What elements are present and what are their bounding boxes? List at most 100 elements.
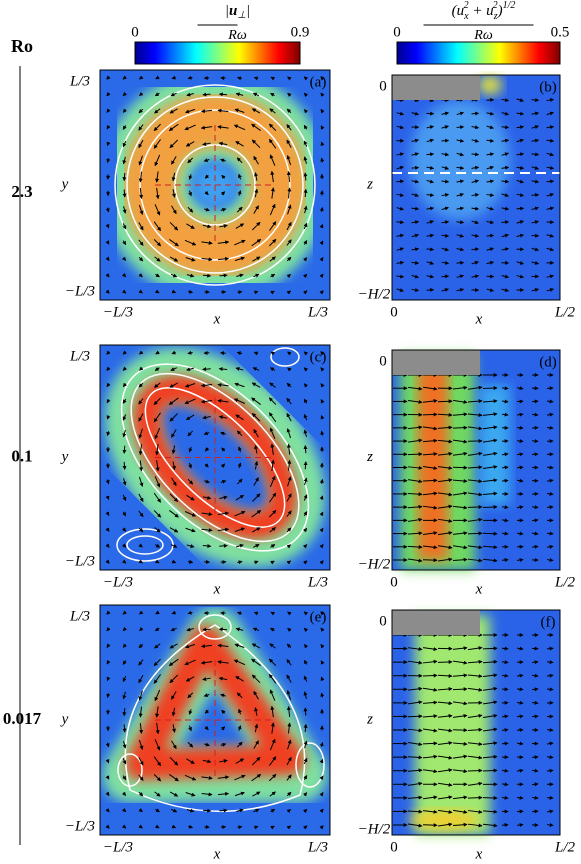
velocity-arrow	[186, 808, 195, 813]
velocity-arrow	[411, 193, 419, 197]
velocity-arrow	[202, 627, 211, 632]
y-tick-bottom: −L/3	[65, 818, 95, 834]
velocity-arrow	[303, 445, 308, 454]
label-part: + u	[469, 3, 494, 19]
velocity-arrow	[303, 792, 308, 797]
velocity-arrow	[422, 491, 438, 496]
velocity-arrow	[186, 273, 195, 278]
velocity-arrow	[186, 494, 195, 501]
row-header: Ro	[11, 36, 33, 56]
velocity-arrow	[155, 75, 160, 80]
label-part: 2	[464, 0, 469, 11]
z-tick-top: 0	[379, 613, 387, 629]
velocity-arrow	[236, 611, 242, 616]
velocity-arrow	[456, 206, 465, 211]
velocity-arrow	[471, 138, 479, 143]
velocity-arrow	[105, 791, 110, 797]
velocity-arrow	[396, 125, 405, 130]
y-tick-bottom: −L/3	[65, 283, 95, 299]
velocity-arrow	[270, 170, 275, 183]
velocity-arrow	[320, 141, 325, 146]
velocity-arrow	[138, 706, 143, 718]
velocity-arrow	[122, 398, 127, 404]
colorbar-min: 0	[131, 24, 139, 40]
velocity-arrow	[319, 527, 324, 533]
velocity-arrow	[270, 627, 275, 632]
velocity-arrow	[396, 206, 404, 211]
velocity-arrow	[546, 274, 555, 279]
velocity-arrow	[106, 75, 111, 80]
velocity-arrow	[234, 510, 246, 517]
velocity-arrow	[467, 768, 483, 773]
velocity-arrow	[185, 141, 195, 147]
velocity-arrow	[501, 646, 509, 651]
velocity-arrow	[319, 478, 324, 484]
velocity-arrow	[286, 290, 292, 295]
velocity-arrow	[201, 775, 213, 780]
velocity-arrow	[122, 382, 127, 388]
velocity-arrow	[218, 627, 228, 632]
velocity-arrow	[441, 125, 449, 130]
velocity-arrow	[468, 451, 483, 456]
velocity-arrow	[238, 173, 242, 180]
velocity-arrow	[411, 274, 419, 279]
velocity-arrow	[396, 233, 405, 238]
velocity-arrow	[253, 155, 259, 165]
velocity-arrow	[531, 755, 539, 760]
velocity-arrow	[106, 660, 111, 665]
velocity-arrow	[252, 791, 261, 797]
velocity-arrow	[303, 461, 308, 470]
velocity-arrow	[482, 491, 498, 496]
velocity-arrow	[154, 739, 161, 751]
velocity-arrow	[171, 610, 176, 615]
velocity-arrow	[303, 222, 308, 230]
velocity-arrow	[184, 659, 196, 666]
velocity-arrow	[236, 351, 243, 356]
velocity-arrow	[169, 791, 179, 797]
velocity-arrow	[269, 527, 276, 533]
velocity-arrow	[396, 111, 405, 116]
x-label: x	[475, 581, 483, 597]
velocity-arrow	[303, 205, 308, 214]
velocity-arrow	[483, 700, 498, 705]
velocity-arrow	[234, 527, 246, 532]
velocity-arrow	[411, 179, 420, 184]
z-tick-bottom: −H/2	[358, 821, 391, 837]
velocity-arrow	[138, 75, 144, 80]
velocity-arrow	[471, 233, 480, 238]
velocity-arrow	[251, 643, 261, 649]
velocity-arrow	[516, 452, 524, 457]
velocity-arrow	[233, 659, 246, 666]
velocity-arrow	[437, 557, 453, 562]
velocity-arrow	[407, 795, 423, 800]
velocity-arrow	[251, 756, 261, 766]
velocity-arrow	[396, 288, 404, 292]
velocity-arrow	[234, 382, 245, 388]
velocity-arrow	[254, 444, 258, 454]
velocity-arrow	[437, 412, 453, 417]
streamline	[130, 372, 300, 543]
velocity-arrow	[546, 741, 554, 746]
velocity-arrow	[407, 647, 423, 652]
velocity-arrow	[438, 518, 453, 523]
velocity-arrow	[188, 725, 192, 732]
velocity-arrow	[437, 741, 453, 746]
velocity-arrow	[286, 443, 291, 455]
velocity-arrow	[106, 398, 111, 404]
velocity-arrow	[441, 152, 450, 157]
velocity-arrow	[138, 510, 144, 518]
velocity-arrow	[452, 687, 468, 692]
obstacle	[392, 610, 480, 635]
velocity-arrow	[516, 274, 525, 279]
velocity-arrow	[501, 220, 510, 225]
velocity-arrow	[531, 179, 540, 184]
velocity-arrow	[168, 123, 179, 131]
velocity-arrow	[286, 527, 292, 533]
velocity-arrow	[303, 188, 308, 198]
velocity-arrow	[303, 627, 309, 632]
velocity-arrow	[138, 350, 144, 355]
velocity-arrow	[122, 478, 127, 486]
velocity-arrow	[486, 233, 495, 238]
x-label: x	[475, 311, 483, 327]
velocity-arrow	[426, 260, 434, 265]
